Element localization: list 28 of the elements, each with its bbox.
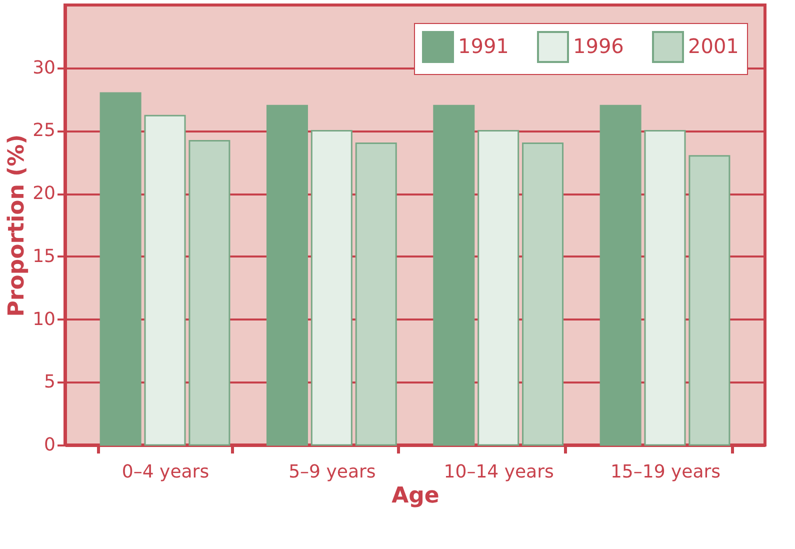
legend-label: 2001 [688,34,739,58]
x-tick-label: 5–9 years [288,462,376,482]
y-tick-label: 0 [44,434,56,456]
bar [644,130,686,446]
bar [433,104,475,446]
x-tick-label: 0–4 years [122,462,210,482]
legend-label: 1991 [458,34,509,58]
x-tick-label: 10–14 years [444,462,554,482]
y-tick-label: 20 [32,183,56,204]
y-tick-label: 30 [32,57,56,78]
legend-label: 1996 [573,34,624,58]
bar [478,130,520,446]
bar [688,155,730,446]
y-tick-label: 15 [32,246,56,267]
bar [310,130,352,446]
bar [188,140,230,446]
y-axis-title: Proportion (%) [4,134,30,317]
bar [144,114,186,446]
y-tick-label: 10 [32,308,56,330]
x-tick-label: 15–19 years [610,462,721,482]
bar [522,142,564,446]
y-tick-label: 5 [44,372,56,393]
bar [355,142,397,446]
x-axis-title: Age [392,484,440,508]
bar [600,104,642,446]
bar [100,92,142,446]
bar [266,104,308,446]
y-tick-label: 25 [32,120,56,142]
